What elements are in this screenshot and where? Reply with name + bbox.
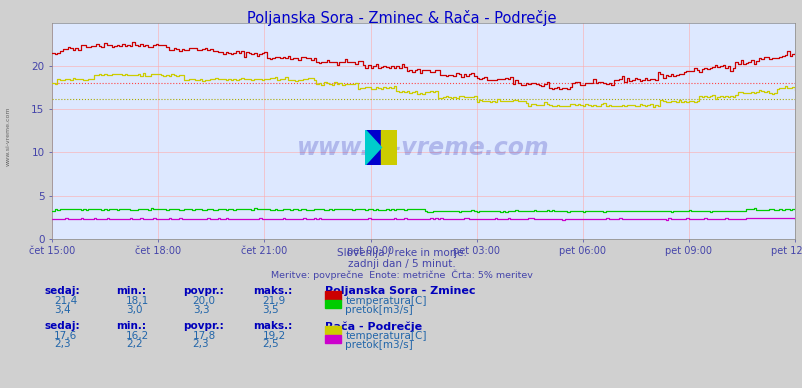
Polygon shape <box>365 130 381 165</box>
Text: sedaj:: sedaj: <box>44 286 79 296</box>
Polygon shape <box>365 130 381 165</box>
Text: Slovenija / reke in morje.: Slovenija / reke in morje. <box>336 248 466 258</box>
Text: temperatura[C]: temperatura[C] <box>345 296 426 306</box>
Text: Rača - Podrečje: Rača - Podrečje <box>325 321 422 332</box>
Text: 3,5: 3,5 <box>262 305 279 315</box>
Text: Poljanska Sora - Zminec: Poljanska Sora - Zminec <box>325 286 475 296</box>
Text: 2,3: 2,3 <box>54 340 71 350</box>
Text: 17,6: 17,6 <box>54 331 77 341</box>
Polygon shape <box>381 130 397 165</box>
Text: www.si-vreme.com: www.si-vreme.com <box>6 106 10 166</box>
Text: maks.:: maks.: <box>253 321 292 331</box>
Text: min.:: min.: <box>116 321 146 331</box>
Text: pretok[m3/s]: pretok[m3/s] <box>345 305 412 315</box>
Text: 2,3: 2,3 <box>192 340 209 350</box>
Text: Poljanska Sora - Zminec & Rača - Podrečje: Poljanska Sora - Zminec & Rača - Podrečj… <box>246 10 556 26</box>
Text: 19,2: 19,2 <box>262 331 286 341</box>
Text: 3,0: 3,0 <box>126 305 143 315</box>
Text: zadnji dan / 5 minut.: zadnji dan / 5 minut. <box>347 259 455 269</box>
Text: maks.:: maks.: <box>253 286 292 296</box>
Text: 21,9: 21,9 <box>262 296 286 306</box>
Text: www.si-vreme.com: www.si-vreme.com <box>297 136 549 160</box>
Text: 18,1: 18,1 <box>126 296 149 306</box>
Text: Meritve: povprečne  Enote: metrične  Črta: 5% meritev: Meritve: povprečne Enote: metrične Črta:… <box>270 269 532 280</box>
Text: temperatura[C]: temperatura[C] <box>345 331 426 341</box>
Text: povpr.:: povpr.: <box>183 286 224 296</box>
Text: pretok[m3/s]: pretok[m3/s] <box>345 340 412 350</box>
Text: 2,5: 2,5 <box>262 340 279 350</box>
Text: 17,8: 17,8 <box>192 331 216 341</box>
Text: 3,3: 3,3 <box>192 305 209 315</box>
Text: 2,2: 2,2 <box>126 340 143 350</box>
Text: sedaj:: sedaj: <box>44 321 79 331</box>
Text: min.:: min.: <box>116 286 146 296</box>
Text: 21,4: 21,4 <box>54 296 77 306</box>
Text: 20,0: 20,0 <box>192 296 216 306</box>
Text: 3,4: 3,4 <box>54 305 71 315</box>
Text: 16,2: 16,2 <box>126 331 149 341</box>
Text: povpr.:: povpr.: <box>183 321 224 331</box>
